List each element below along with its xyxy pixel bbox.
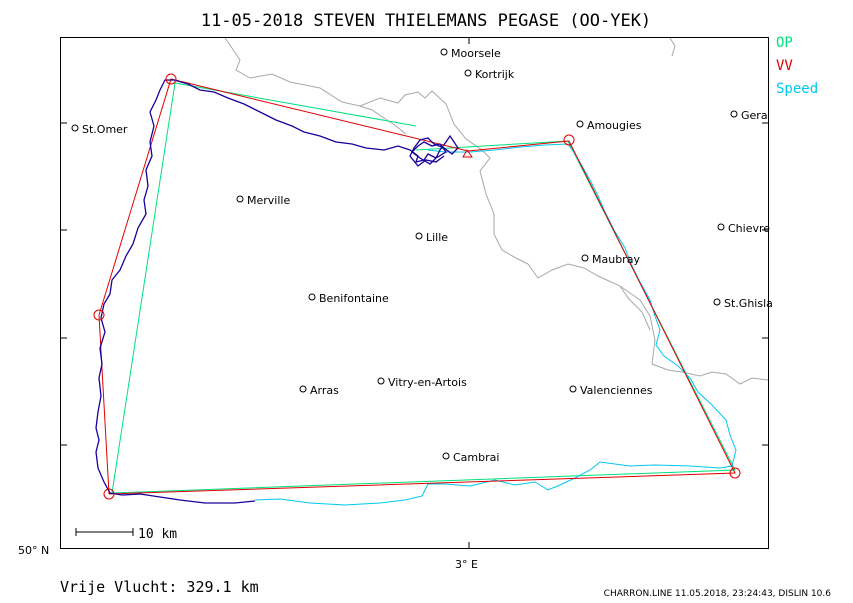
legend-speed: Speed [776, 81, 818, 97]
place-label: Valenciennes [580, 384, 653, 397]
place-marker: Valenciennes [569, 384, 653, 397]
place-marker: Amougies [576, 119, 642, 132]
place-dot [713, 298, 721, 306]
place-marker: Merville [236, 194, 290, 207]
frame-ticks [61, 38, 768, 548]
scale-label: 10 km [138, 527, 177, 542]
longitude-label: 3° E [455, 558, 478, 571]
map-title: 11-05-2018 STEVEN THIELEMANS PEGASE (OO-… [201, 11, 651, 31]
place-dot [71, 124, 79, 132]
place-dot [730, 110, 738, 118]
legend-op: OP [776, 35, 793, 51]
place-dot [581, 254, 589, 262]
place-dot [415, 232, 423, 240]
place-marker: Arras [299, 384, 339, 397]
place-marker: Maubray [581, 253, 640, 266]
country-borders [224, 37, 769, 385]
place-marker: Cambrai [442, 451, 499, 464]
place-marker: Lille [415, 231, 448, 244]
places-layer: Moorsele Kortrijk St.Omer Amougies Gera Mervi… [71, 47, 773, 464]
place-label: Moorsele [451, 47, 501, 60]
place-dot [442, 452, 450, 460]
place-marker: Chievre [717, 222, 770, 235]
turnpoint-circle [103, 488, 115, 500]
place-label: Merville [247, 194, 290, 207]
place-label: Cambrai [453, 451, 499, 464]
place-label: Maubray [592, 253, 640, 266]
op-route-line [111, 82, 417, 494]
place-label: Vitry-en-Artois [388, 376, 467, 389]
footer-credit: CHARRON.LINE 11.05.2018, 23:24:43, DISLI… [604, 589, 832, 599]
latitude-label: 50° N [18, 544, 49, 557]
place-marker: Moorsele [440, 47, 501, 60]
place-label: Gera [741, 109, 768, 122]
place-label: Amougies [587, 119, 642, 132]
place-dot [717, 223, 725, 231]
turnpoint-circle [563, 134, 575, 146]
place-dot [569, 385, 577, 393]
start-triangle [462, 149, 473, 158]
legend-vv: VV [776, 58, 793, 74]
place-dot [464, 69, 472, 77]
place-marker: Gera [730, 109, 768, 122]
place-label: St.Omer [82, 123, 128, 136]
place-marker: Vitry-en-Artois [377, 376, 467, 389]
place-label: Arras [310, 384, 339, 397]
place-marker: Kortrijk [464, 68, 515, 81]
speed-track [254, 143, 737, 506]
place-dot [299, 385, 307, 393]
place-dot [576, 120, 584, 128]
op-route-line-2 [111, 140, 736, 494]
place-dot [308, 293, 316, 301]
place-label: St.Ghisla [724, 297, 773, 310]
place-label: Chievre [728, 222, 770, 235]
place-label: Benifontaine [319, 292, 389, 305]
place-marker: St.Omer [71, 123, 128, 136]
turnpoint-circle [165, 73, 177, 85]
scale-bar [75, 528, 134, 536]
gps-track [95, 79, 459, 504]
place-label: Kortrijk [475, 68, 515, 81]
place-dot [377, 377, 385, 385]
vv-route-line [98, 78, 736, 495]
map-frame [60, 37, 769, 549]
distance-label: Vrije Vlucht: 329.1 km [60, 578, 259, 596]
place-dot [236, 195, 244, 203]
turnpoint-circle [729, 467, 741, 479]
place-label: Lille [426, 231, 448, 244]
place-marker: St.Ghisla [713, 297, 773, 310]
place-marker: Benifontaine [308, 292, 389, 305]
place-dot [440, 48, 448, 56]
turnpoints [93, 73, 741, 500]
turnpoint-circle [93, 309, 105, 321]
